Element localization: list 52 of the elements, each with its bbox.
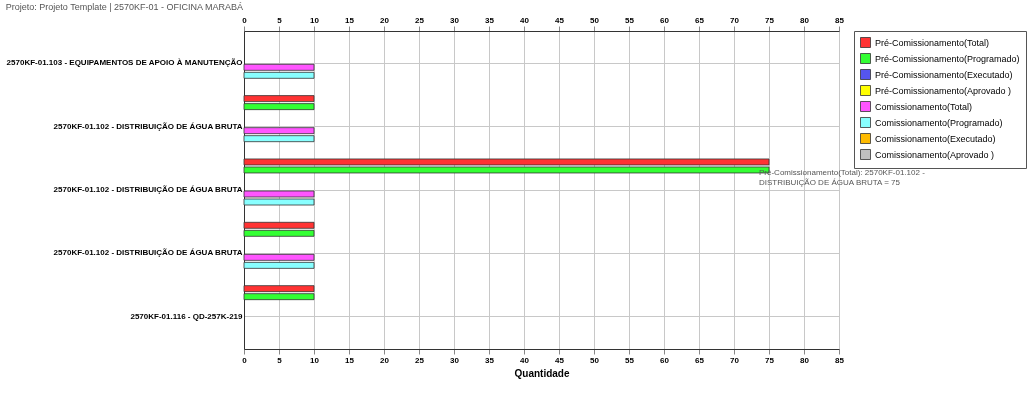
x2-tick-label: 35 — [485, 15, 495, 25]
x2-tick-label: 45 — [555, 15, 565, 25]
x-tick-label: 40 — [520, 355, 530, 365]
x-tick-label: 30 — [450, 355, 460, 365]
x-tick-label: 20 — [380, 355, 390, 365]
x2-tick-label: 0 — [242, 15, 248, 25]
x-tick-label: 75 — [765, 355, 775, 365]
y-tick-label: 2570KF-01.116 - QD-257K-219 — [130, 311, 244, 321]
legend-label: Pré-Comissionamento(Programado) — [875, 53, 1020, 64]
x-tick-label: 25 — [415, 355, 425, 365]
x-tick-label: 50 — [590, 355, 600, 365]
y-tick-label: 2570KF-01.102 - DISTRIBUIÇÃO DE ÁGUA BRUTA — [53, 121, 243, 131]
legend-label: Comissionamento(Aprovado ) — [875, 149, 995, 160]
x-tick-label: 55 — [625, 355, 635, 365]
x2-tick-label: 70 — [730, 15, 740, 25]
x-tick-label: 35 — [485, 355, 495, 365]
x-tick-label: 85 — [835, 355, 845, 365]
x-tick-label: 5 — [277, 355, 283, 365]
x2-tick-label: 20 — [380, 15, 390, 25]
legend-label: Pré-Comissionamento(Total) — [875, 37, 990, 48]
x2-tick-label: 65 — [695, 15, 705, 25]
x-tick-label: 15 — [345, 355, 355, 365]
legend-label: Comissionamento(Programado) — [875, 117, 1003, 128]
x-axis-title: Quantidade — [514, 367, 570, 379]
text: Projeto: Projeto Template | 2570KF-01 - OFICINA MARABÁ — [5, 2, 244, 12]
x2-tick-label: 10 — [310, 15, 320, 25]
y-tick-label: 2570KF-01.103 - EQUIPAMENTOS DE APOIO À MANUTENÇÃO — [6, 58, 243, 68]
x2-tick-label: 25 — [415, 15, 425, 25]
x2-tick-label: 5 — [277, 15, 283, 25]
x2-tick-label: 30 — [450, 15, 460, 25]
annotation: Pré-Comissionamento(Total): 2570KF-01.102 - DISTRIBUIÇÃO DE ÁGUA BRUTA = 75 — [759, 168, 926, 187]
x2-tick-label: 40 — [520, 15, 530, 25]
x2-tick-label: 15 — [345, 15, 355, 25]
y-tick-label: 2570KF-01.102 - DISTRIBUIÇÃO DE ÁGUA BRUTA — [53, 185, 243, 194]
x2-tick-label: 75 — [765, 15, 775, 25]
legend-label: Pré-Comissionamento(Executado) — [875, 69, 1013, 80]
x-tick-label: 45 — [555, 355, 565, 365]
x2-tick-label: 60 — [660, 15, 670, 25]
legend-label: Pré-Comissionamento(Aprovado ) — [875, 85, 1012, 96]
legend-label: Comissionamento(Total) — [875, 101, 973, 112]
legend-label: Comissionamento(Executado) — [875, 133, 996, 144]
x-tick-label: 0 — [242, 355, 248, 365]
x-tick-label: 60 — [660, 355, 670, 365]
x2-tick-label: 80 — [800, 15, 810, 25]
x-tick-label: 80 — [800, 355, 810, 365]
y-tick-label: 2570KF-01.102 - DISTRIBUIÇÃO DE ÁGUA BRUTA — [53, 248, 243, 258]
x-tick-label: 70 — [730, 355, 740, 365]
x2-tick-label: 50 — [590, 15, 600, 25]
x2-tick-label: 85 — [835, 15, 845, 25]
x-tick-label: 65 — [695, 355, 705, 365]
x2-tick-label: 55 — [625, 15, 635, 25]
x-tick-label: 10 — [310, 355, 320, 365]
